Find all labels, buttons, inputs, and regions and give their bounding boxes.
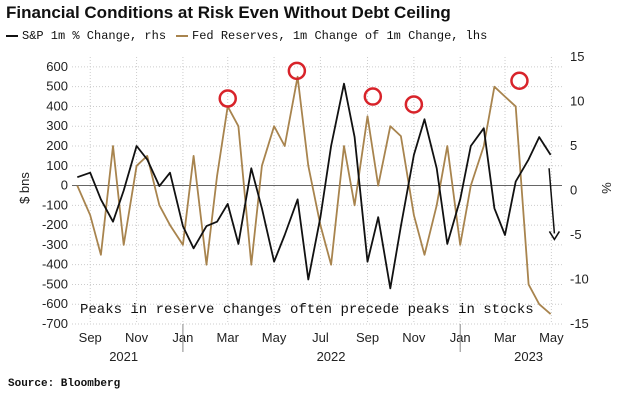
y-axis-left-ticks: 600 500 400 300 200 100 0 -100 -200 -300 -400 -500 -… bbox=[42, 59, 68, 331]
chart-annotation: Peaks in reserve changes often precede p… bbox=[80, 302, 534, 318]
x-tick-label: Sep bbox=[79, 330, 102, 345]
y-right-tick-label: 5 bbox=[570, 138, 577, 153]
y-left-tick-label: -700 bbox=[42, 316, 68, 331]
legend-label-sp500: S&P 1m % Change, rhs bbox=[22, 29, 167, 43]
y-left-tick-label: 0 bbox=[61, 178, 68, 193]
y-right-tick-label: -5 bbox=[570, 227, 582, 242]
y-left-tick-label: -500 bbox=[42, 276, 68, 291]
chart-legend: S&P 1m % Change, rhs Fed Reserves, 1m Ch… bbox=[6, 29, 497, 43]
y-left-tick-label: 600 bbox=[46, 59, 68, 74]
chart-source: Source: Bloomberg bbox=[8, 378, 121, 390]
series-lines bbox=[76, 75, 552, 315]
y-left-tick-label: -600 bbox=[42, 296, 68, 311]
y-right-tick-label: -10 bbox=[570, 272, 589, 287]
series-line-sp500 bbox=[77, 82, 552, 290]
legend-label-reserves: Fed Reserves, 1m Change of 1m Change, lh… bbox=[192, 29, 488, 43]
y-left-tick-label: -400 bbox=[42, 257, 68, 272]
x-tick-label: May bbox=[262, 330, 287, 345]
series-line-reserves bbox=[76, 75, 552, 315]
x-year-label: 2023 bbox=[514, 349, 543, 364]
legend-swatch-reserves bbox=[176, 35, 189, 37]
x-tick-label: Nov bbox=[402, 330, 426, 345]
x-tick-label: Mar bbox=[217, 330, 240, 345]
y-left-tick-label: -300 bbox=[42, 237, 68, 252]
peak-markers bbox=[218, 61, 561, 241]
y-right-tick-label: 15 bbox=[570, 49, 584, 64]
y-left-tick-label: 500 bbox=[46, 79, 68, 94]
y-left-tick-label: 300 bbox=[46, 118, 68, 133]
y-left-tick-label: -100 bbox=[42, 197, 68, 212]
y-right-tick-label: -15 bbox=[570, 316, 589, 331]
y-left-tick-label: 100 bbox=[46, 158, 68, 173]
gridlines bbox=[72, 57, 562, 325]
x-tick-label: May bbox=[539, 330, 564, 345]
y-axis-left-label: $ bns bbox=[17, 172, 32, 204]
legend-swatch-sp500 bbox=[6, 35, 18, 37]
peak-marker-circle bbox=[218, 89, 237, 108]
y-right-tick-label: 10 bbox=[570, 94, 584, 109]
y-axis-right-ticks: 15 10 5 0 -5 -10 -15 bbox=[570, 49, 589, 331]
y-left-tick-label: 400 bbox=[46, 98, 68, 113]
x-tick-label: Jul bbox=[312, 330, 329, 345]
chart-title: Financial Conditions at Risk Even Withou… bbox=[6, 3, 451, 22]
arrow-head bbox=[548, 231, 561, 241]
peak-marker-circle bbox=[363, 87, 383, 106]
y-left-tick-label: -200 bbox=[42, 217, 68, 232]
y-right-tick-label: 0 bbox=[570, 183, 577, 198]
x-year-label: 2021 bbox=[109, 349, 138, 364]
x-tick-label: Nov bbox=[125, 330, 149, 345]
x-year-label: 2022 bbox=[317, 349, 346, 364]
x-tick-label: Mar bbox=[494, 330, 517, 345]
legend-item-reserves: Fed Reserves, 1m Change of 1m Change, lh… bbox=[176, 29, 487, 43]
legend-item-sp500: S&P 1m % Change, rhs bbox=[6, 29, 166, 43]
peak-marker-circle bbox=[404, 95, 424, 114]
y-axis-right-label: % bbox=[599, 182, 614, 194]
x-tick-label: Sep bbox=[356, 330, 379, 345]
arrow-shaft bbox=[548, 168, 556, 234]
y-left-tick-label: 200 bbox=[46, 138, 68, 153]
peak-marker-circle bbox=[510, 71, 529, 90]
peak-marker-circle bbox=[287, 61, 307, 81]
